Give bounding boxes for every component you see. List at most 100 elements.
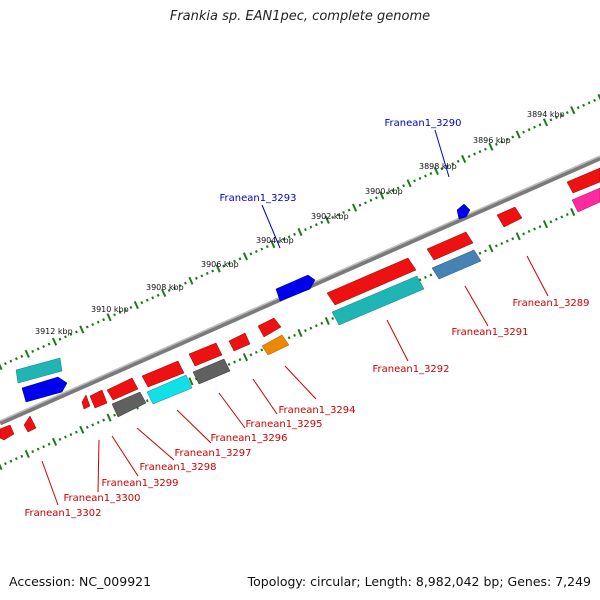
scale-minor-tick <box>293 232 296 236</box>
scale-minor-tick <box>320 321 324 325</box>
gene-feature[interactable] <box>106 377 139 401</box>
gene-feature[interactable] <box>456 203 471 220</box>
scale-minor-tick <box>156 293 160 297</box>
leader-line <box>526 255 549 297</box>
gene-feature[interactable] <box>261 334 290 356</box>
scale-minor-tick <box>560 215 564 219</box>
gene-feature[interactable] <box>141 360 185 388</box>
scale-major-tick <box>270 240 276 249</box>
scale-minor-tick <box>9 359 13 363</box>
scale-minor-tick <box>74 430 78 434</box>
gene-feature[interactable] <box>496 206 523 228</box>
map-title: Frankia sp. EAN1pec, complete genome <box>169 9 431 24</box>
scale-minor-tick <box>102 318 106 322</box>
gene-label[interactable]: Franean1_3290 <box>384 118 461 129</box>
scale-minor-tick <box>145 298 149 302</box>
scale-minor-tick <box>287 235 291 239</box>
scale-minor-tick <box>445 164 449 168</box>
scale-minor-tick <box>560 113 564 117</box>
gene-feature[interactable] <box>89 389 108 409</box>
scale-major-tick <box>515 130 521 139</box>
scale-minor-tick <box>194 276 198 280</box>
gene-feature[interactable] <box>81 394 91 410</box>
gene-feature[interactable] <box>23 415 37 433</box>
gene-feature[interactable] <box>0 424 15 441</box>
scale-minor-tick <box>36 447 40 451</box>
scale-minor-tick <box>522 232 526 236</box>
scale-label: 3902 kbp <box>311 212 349 221</box>
scale-minor-tick <box>402 184 406 188</box>
scale-minor-tick <box>276 240 280 244</box>
scale-minor-tick <box>385 191 389 195</box>
scale-minor-tick <box>456 159 460 163</box>
leader-line <box>261 204 281 249</box>
scale-minor-tick <box>118 310 122 314</box>
gene-feature[interactable] <box>566 167 600 194</box>
scale-minor-tick <box>440 167 444 171</box>
scale-minor-tick <box>538 123 542 127</box>
gene-label[interactable]: Franean1_3292 <box>372 364 449 375</box>
scale-minor-tick <box>184 281 187 285</box>
gene-feature[interactable] <box>431 249 482 280</box>
gene-feature[interactable] <box>188 342 223 367</box>
gene-label[interactable]: Franean1_3293 <box>219 193 296 204</box>
gene-feature[interactable] <box>426 231 474 261</box>
scale-major-tick <box>488 142 494 151</box>
scale-minor-tick <box>511 237 515 241</box>
scale-minor-tick <box>222 264 226 268</box>
gene-label[interactable]: Franean1_3298 <box>139 462 216 473</box>
scale-minor-tick <box>478 150 482 154</box>
scale-minor-tick <box>522 130 526 134</box>
gene-feature[interactable] <box>192 358 231 385</box>
scale-major-tick <box>0 363 3 371</box>
reverse-features <box>0 167 600 441</box>
scale-minor-tick <box>178 284 182 288</box>
scale-minor-tick <box>254 249 258 254</box>
gene-feature[interactable] <box>326 257 417 306</box>
gene-feature[interactable] <box>228 332 251 352</box>
scale-minor-tick <box>484 147 487 151</box>
scale-minor-tick <box>227 262 231 266</box>
scale-minor-tick <box>451 162 455 166</box>
scale-minor-tick <box>287 336 291 340</box>
gene-feature[interactable] <box>275 274 316 302</box>
scale-minor-tick <box>254 350 258 354</box>
scale-minor-tick <box>424 174 427 178</box>
gene-label[interactable]: Franean1_3297 <box>174 448 251 459</box>
gene-feature[interactable] <box>146 374 193 405</box>
scale-minor-tick <box>91 423 95 427</box>
gene-feature[interactable] <box>331 275 425 326</box>
gene-label[interactable]: Franean1_3300 <box>63 493 140 504</box>
scale-minor-tick <box>167 288 171 293</box>
scale-major-tick <box>570 106 576 115</box>
gene-label[interactable]: Franean1_3289 <box>512 298 589 309</box>
gene-feature[interactable] <box>21 376 68 403</box>
scale-major-tick <box>433 166 439 176</box>
gene-label[interactable]: Franean1_3299 <box>101 478 178 489</box>
gene-feature[interactable] <box>571 187 600 213</box>
gene-label[interactable]: Franean1_3296 <box>210 433 287 444</box>
gene-label[interactable]: Franean1_3291 <box>451 327 528 338</box>
scale-major-tick <box>351 203 358 212</box>
leader-line <box>218 392 246 429</box>
scale-minor-tick <box>42 445 46 449</box>
gene-label[interactable]: Franean1_3302 <box>24 508 101 519</box>
scale-minor-tick <box>47 342 51 346</box>
scale-major-tick <box>297 227 303 237</box>
scale-major-tick <box>597 93 600 101</box>
scale-minor-tick <box>36 347 40 351</box>
leader-line <box>284 365 317 400</box>
scale-minor-tick <box>151 296 155 300</box>
gene-feature[interactable] <box>15 357 63 384</box>
scale-label: 3908 kbp <box>146 283 184 292</box>
scale-minor-tick <box>58 437 62 441</box>
scale-minor-tick <box>533 125 536 129</box>
gene-feature[interactable] <box>111 391 147 418</box>
gene-label[interactable]: Franean1_3295 <box>245 419 322 430</box>
scale-minor-tick <box>533 227 536 231</box>
gene-feature[interactable] <box>257 317 282 338</box>
scale-minor-tick <box>424 275 427 279</box>
gene-label[interactable]: Franean1_3294 <box>278 405 355 416</box>
scale-major-tick <box>106 313 112 322</box>
scale-minor-tick <box>47 442 51 446</box>
